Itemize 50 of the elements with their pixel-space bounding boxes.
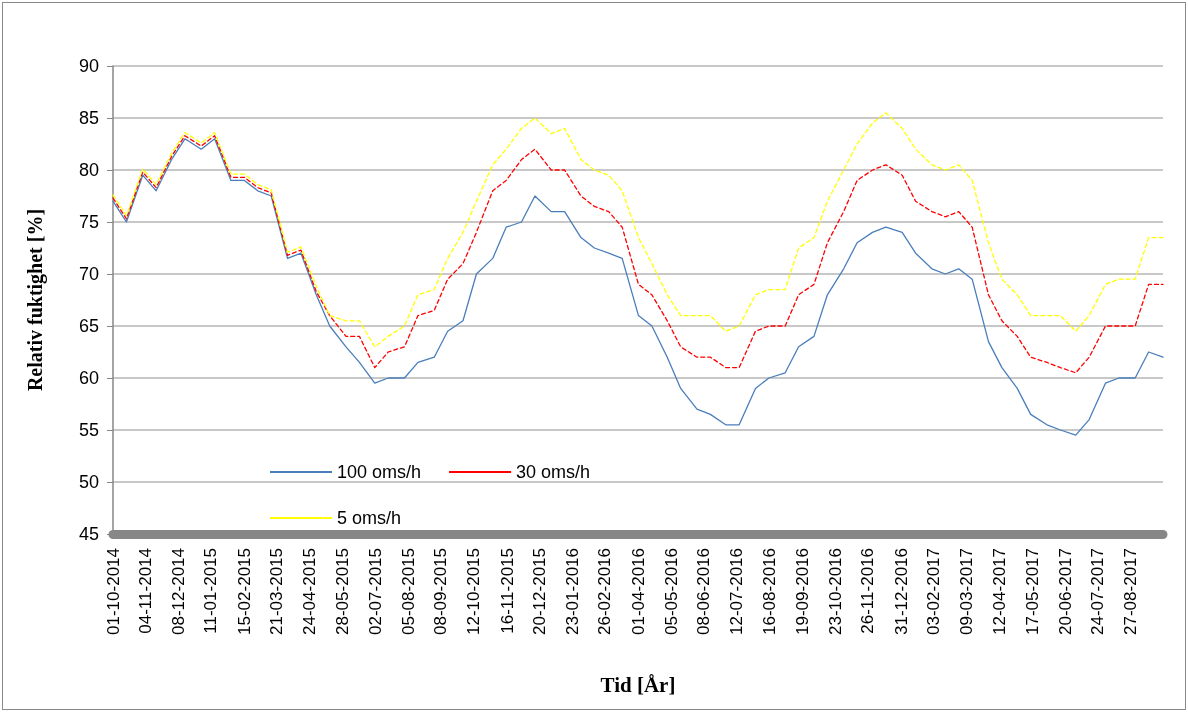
x-tick-label: 01-04-2016 bbox=[628, 548, 648, 635]
line-series bbox=[112, 112, 1164, 348]
x-tick-label: 11-01-2015 bbox=[201, 548, 221, 634]
legend-label: 100 oms/h bbox=[337, 462, 422, 482]
x-tick-label: 28-05-2015 bbox=[332, 548, 352, 635]
x-tick-label: 31-12-2016 bbox=[891, 548, 911, 635]
x-tick-label: 05-05-2016 bbox=[661, 548, 681, 635]
x-tick-label: 12-07-2016 bbox=[726, 548, 746, 635]
y-tick-label: 90 bbox=[78, 56, 99, 76]
y-tick-label: 75 bbox=[78, 212, 99, 232]
x-tick-label: 12-10-2015 bbox=[464, 548, 484, 635]
legend-label: 5 oms/h bbox=[337, 508, 402, 528]
legend-label: 30 oms/h bbox=[516, 462, 591, 482]
x-tick-label: 21-03-2015 bbox=[267, 548, 287, 635]
y-tick-label: 60 bbox=[78, 368, 99, 388]
x-tick-label: 04-11-2014 bbox=[136, 548, 156, 634]
x-tick-label: 24-07-2017 bbox=[1088, 548, 1108, 635]
x-tick-label: 26-02-2016 bbox=[595, 548, 615, 635]
x-tick-label: 08-12-2014 bbox=[168, 548, 188, 635]
x-axis-title: Tid [År] bbox=[600, 672, 676, 697]
x-tick-label: 12-04-2017 bbox=[989, 548, 1009, 635]
y-tick-label: 50 bbox=[78, 472, 99, 492]
y-tick-label: 80 bbox=[78, 160, 99, 180]
x-tick-label: 23-10-2016 bbox=[825, 548, 845, 635]
x-tick-label: 15-02-2015 bbox=[234, 548, 254, 635]
y-tick-label: 85 bbox=[78, 108, 99, 128]
y-tick-label: 55 bbox=[78, 420, 99, 440]
x-tick-label: 08-06-2016 bbox=[694, 548, 714, 635]
y-tick-label: 65 bbox=[78, 316, 99, 336]
x-tick-label: 03-02-2017 bbox=[924, 548, 944, 635]
x-tick-label: 16-08-2016 bbox=[760, 548, 780, 635]
x-tick-label: 02-07-2015 bbox=[366, 548, 386, 635]
x-tick-label: 16-11-2015 bbox=[497, 548, 517, 634]
y-tick-label: 45 bbox=[78, 524, 99, 544]
x-tick-label: 27-08-2017 bbox=[1120, 548, 1140, 635]
y-tick-label: 70 bbox=[78, 264, 99, 284]
x-tick-label: 19-09-2016 bbox=[792, 548, 812, 635]
x-tick-label: 05-08-2015 bbox=[398, 548, 418, 635]
x-tick-label: 26-11-2016 bbox=[858, 548, 878, 634]
x-tick-label: 17-05-2017 bbox=[1023, 548, 1043, 635]
line-series bbox=[112, 138, 1164, 436]
x-tick-label: 08-09-2015 bbox=[431, 548, 451, 635]
y-axis-title: Relativ fuktighet [%] bbox=[24, 208, 47, 392]
x-tick-label: 20-12-2015 bbox=[530, 548, 550, 635]
x-tick-label: 01-10-2014 bbox=[103, 548, 123, 635]
line-series bbox=[112, 135, 1164, 374]
x-tick-label: 24-04-2015 bbox=[300, 548, 320, 635]
x-tick-label: 09-03-2017 bbox=[956, 548, 976, 635]
x-tick-label: 20-06-2017 bbox=[1055, 548, 1075, 635]
x-tick-label: 23-01-2016 bbox=[562, 548, 582, 635]
